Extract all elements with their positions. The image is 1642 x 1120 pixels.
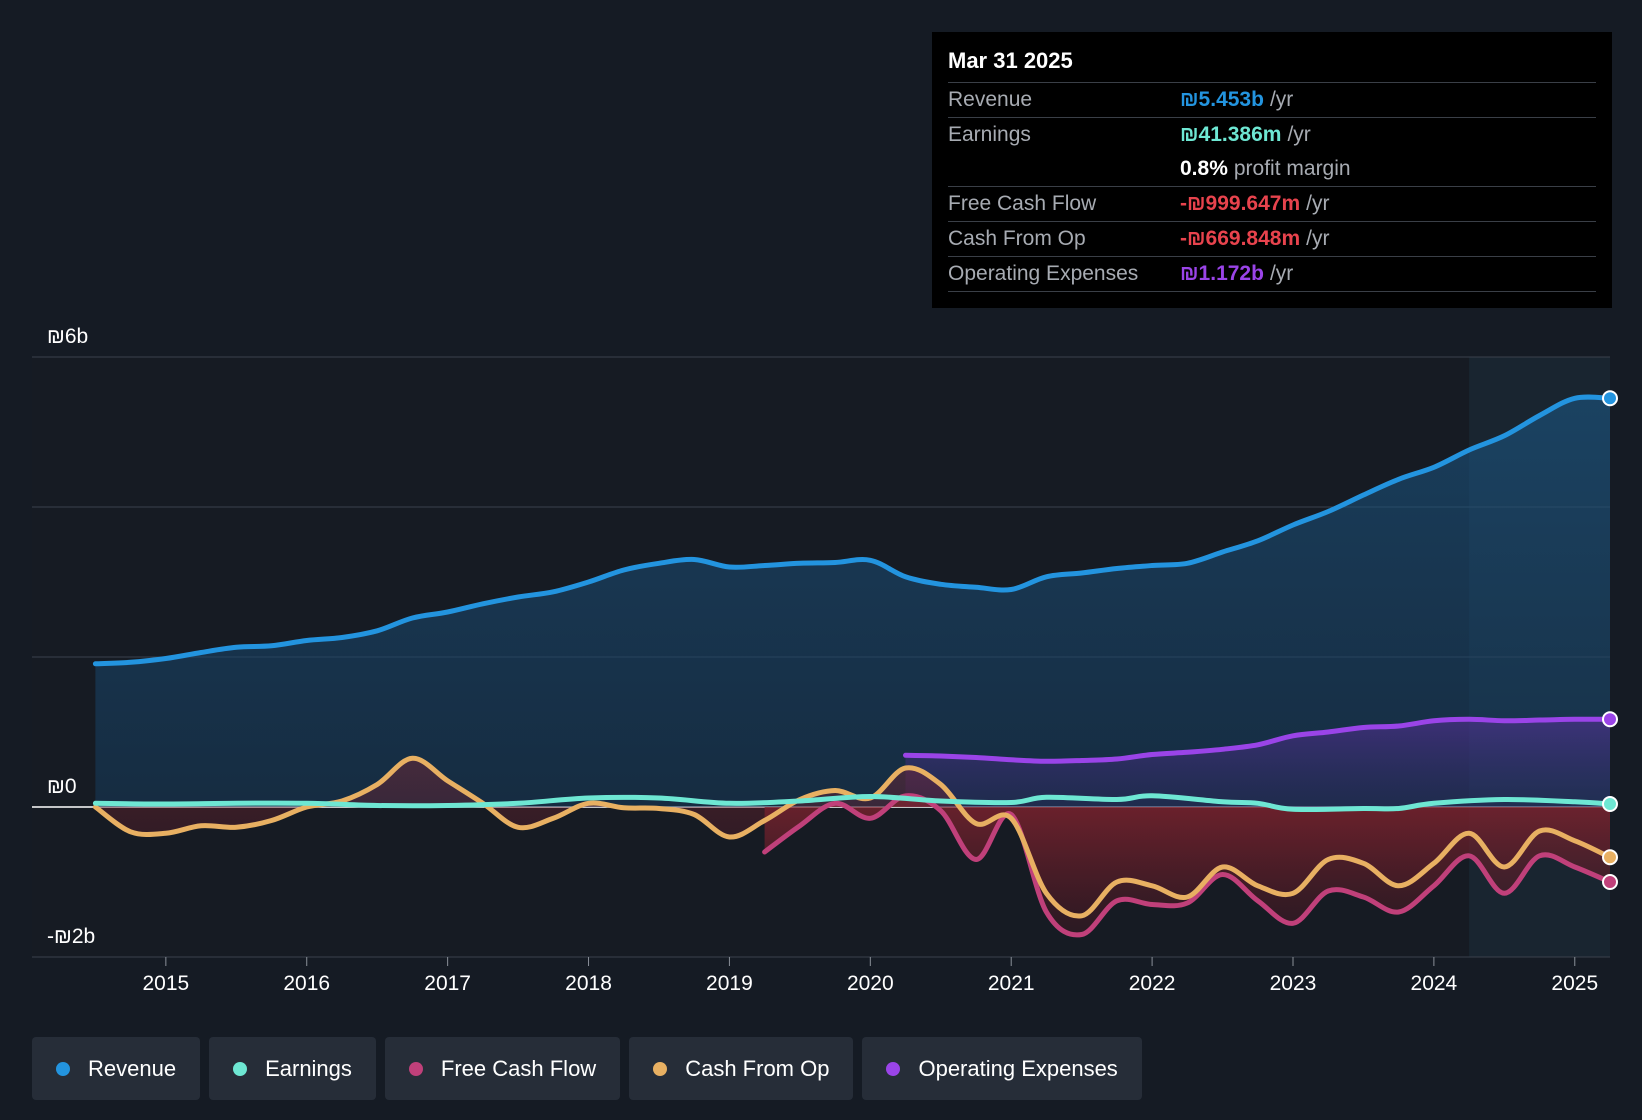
earnings-line [92, 793, 1613, 813]
tooltip-unit: /yr [1269, 262, 1294, 285]
free-cash-flow-line [762, 793, 1613, 938]
x-tick-label: 2023 [1270, 972, 1317, 995]
x-axis-ticks: 2015 2016 2017 2018 2019 2020 2021 2022 2023 2024… [142, 957, 1598, 995]
cash-from-op-endpoint [1602, 849, 1618, 866]
legend-item-operating-expenses[interactable]: Operating Expenses [862, 1037, 1142, 1100]
x-tick-label: 2016 [283, 972, 330, 995]
operating-expenses-line [903, 716, 1613, 764]
tooltip-unit: /yr [1269, 88, 1294, 111]
tooltip-unit: /yr [1287, 123, 1311, 146]
legend-label: Earnings [265, 1055, 352, 1081]
tooltip-unit: profit margin [1233, 157, 1351, 180]
legend-dot-icon [233, 1061, 248, 1076]
y-axis-label: ₪6b [47, 325, 88, 348]
series-endpoints [1602, 390, 1618, 890]
y-axis-labels: ₪6b ₪0 -₪2b [47, 325, 95, 948]
tooltip-row-cash-from-op: Cash From Op -₪669.848m /yr [948, 222, 1596, 257]
legend-item-free-cash-flow[interactable]: Free Cash Flow [384, 1037, 621, 1100]
tooltip-unit: /yr [1306, 192, 1330, 215]
tooltip-value: -₪999.647m [1180, 192, 1301, 215]
tooltip-value: ₪5.453b [1180, 88, 1264, 111]
legend-dot-icon [56, 1061, 70, 1076]
legend-label: Operating Expenses [918, 1055, 1118, 1081]
legend-item-earnings[interactable]: Earnings [209, 1037, 376, 1100]
earnings-endpoint [1602, 796, 1618, 812]
tooltip-row-earnings: Earnings ₪41.386m /yr [948, 118, 1596, 152]
revenue-area [95, 397, 1610, 807]
operating-expenses-endpoint [1602, 711, 1618, 728]
legend-dot-icon [653, 1061, 668, 1076]
x-tick-label: 2017 [424, 972, 471, 995]
legend-label: Free Cash Flow [440, 1055, 597, 1081]
x-tick-label: 2015 [142, 972, 189, 995]
revenue-endpoint [1602, 390, 1618, 407]
legend-item-cash-from-op[interactable]: Cash From Op [629, 1037, 854, 1100]
tooltip-panel: Mar 31 2025 Revenue ₪5.453b /yr Earnings… [932, 32, 1612, 308]
tooltip-label: Operating Expenses [948, 262, 1139, 285]
x-tick-label: 2021 [988, 972, 1035, 995]
tooltip-value: 0.8% [1180, 157, 1228, 180]
y-axis-label: -₪2b [47, 925, 95, 948]
tooltip-label: Cash From Op [948, 227, 1086, 250]
legend-label: Cash From Op [685, 1055, 830, 1081]
x-tick-label: 2018 [565, 972, 612, 995]
free-cash-flow-endpoint [1602, 874, 1618, 890]
tooltip-unit: /yr [1306, 227, 1330, 250]
tooltip-label: Earnings [948, 123, 1031, 146]
legend: Revenue Earnings Free Cash Flow Cash Fro… [32, 1037, 1142, 1100]
series-lines [92, 394, 1613, 938]
legend-dot-icon [886, 1061, 901, 1076]
x-tick-label: 2020 [847, 972, 894, 995]
x-tick-label: 2022 [1129, 972, 1176, 995]
tooltip-row-free-cash-flow: Free Cash Flow -₪999.647m /yr [948, 187, 1596, 222]
x-tick-label: 2019 [706, 972, 753, 995]
tooltip-label: Revenue [948, 88, 1033, 111]
x-tick-label: 2024 [1411, 972, 1458, 995]
tooltip-row-revenue: Revenue ₪5.453b /yr [948, 83, 1596, 118]
legend-item-revenue[interactable]: Revenue [32, 1037, 201, 1100]
tooltip-date: Mar 31 2025 [948, 46, 1596, 83]
x-tick-label: 2025 [1551, 972, 1598, 995]
tooltip-value: ₪41.386m [1180, 123, 1282, 146]
tooltip-value: ₪1.172b [1180, 262, 1264, 285]
tooltip-row-profit-margin: 0.8% profit margin [948, 152, 1596, 187]
operating-expenses-area [905, 719, 1610, 807]
tooltip-label [948, 152, 1180, 186]
tooltip-row-operating-expenses: Operating Expenses ₪1.172b /yr [948, 257, 1596, 292]
tooltip-value: -₪669.848m [1180, 227, 1301, 250]
tooltip-label: Free Cash Flow [948, 192, 1097, 215]
legend-label: Revenue [88, 1055, 177, 1081]
legend-dot-icon [408, 1061, 423, 1076]
y-axis-label: ₪0 [47, 775, 77, 798]
revenue-line [92, 394, 1613, 667]
